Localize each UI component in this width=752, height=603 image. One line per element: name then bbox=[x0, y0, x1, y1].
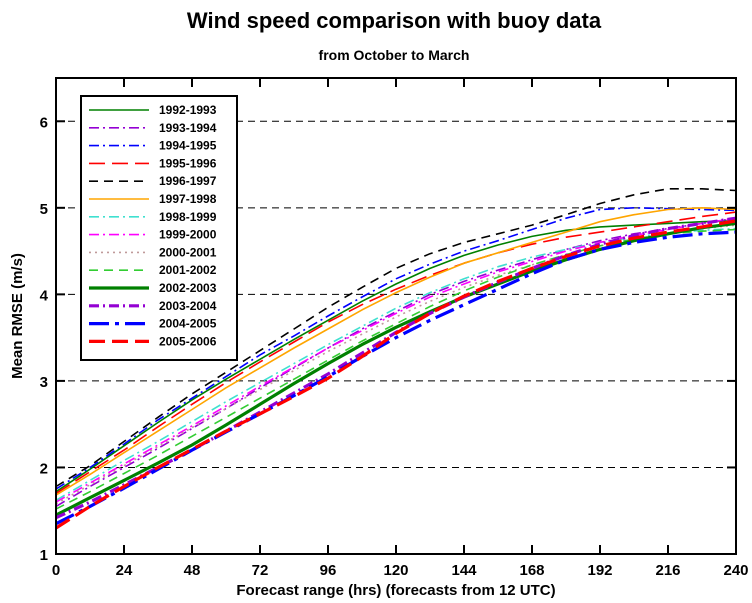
legend-label: 1992-1993 bbox=[159, 103, 217, 117]
y-tick-label: 3 bbox=[40, 374, 48, 391]
x-tick-label: 72 bbox=[252, 562, 269, 579]
series-lines bbox=[55, 188, 737, 530]
series-line bbox=[55, 227, 737, 501]
chart-title: Wind speed comparison with buoy data bbox=[187, 8, 602, 33]
x-tick-label: 144 bbox=[451, 562, 477, 579]
series-line bbox=[55, 220, 737, 493]
x-tick-label: 192 bbox=[587, 562, 612, 579]
legend-label: 1993-1994 bbox=[159, 121, 217, 135]
series-line bbox=[55, 188, 737, 488]
legend-label: 1995-1996 bbox=[159, 156, 217, 170]
series-line bbox=[55, 221, 737, 517]
x-tick-label: 0 bbox=[52, 562, 60, 579]
series-line bbox=[55, 230, 737, 526]
legend-label: 2005-2006 bbox=[159, 334, 217, 348]
series-line bbox=[55, 228, 737, 510]
x-tick-label: 216 bbox=[655, 562, 680, 579]
legend-label: 1994-1995 bbox=[159, 139, 217, 153]
legend-label: 1997-1998 bbox=[159, 192, 217, 206]
legend-box bbox=[80, 95, 238, 361]
y-tick-label: 5 bbox=[40, 201, 48, 218]
x-tick-label: 168 bbox=[519, 562, 544, 579]
x-tick-label: 240 bbox=[723, 562, 748, 579]
legend-label: 2002-2003 bbox=[159, 281, 217, 295]
series-line bbox=[55, 211, 737, 495]
y-tick-label: 6 bbox=[40, 114, 48, 131]
legend-label: 2004-2005 bbox=[159, 317, 217, 331]
legend-label: 1996-1997 bbox=[159, 174, 217, 188]
series-line bbox=[55, 219, 737, 530]
legend-label: 2000-2001 bbox=[159, 245, 217, 259]
legend-label: 1999-2000 bbox=[159, 228, 217, 242]
y-tick-label: 4 bbox=[40, 287, 49, 304]
x-tick-label: 96 bbox=[320, 562, 337, 579]
x-tick-label: 48 bbox=[184, 562, 201, 579]
x-axis-label: Forecast range (hrs) (forecasts from 12 … bbox=[236, 582, 555, 599]
legend-label: 2001-2002 bbox=[159, 263, 217, 277]
series-line bbox=[55, 207, 737, 496]
chart-subtitle: from October to March bbox=[319, 47, 470, 63]
y-tick-label: 2 bbox=[40, 460, 48, 477]
x-tick-label: 24 bbox=[116, 562, 133, 579]
y-tick-label: 1 bbox=[40, 547, 48, 564]
legend-label: 1998-1999 bbox=[159, 210, 217, 224]
axis-ticks: 1 2 3 4 5 6 0 24 48 72 96 120 144 168 192 216 240 bbox=[40, 78, 749, 579]
series-line bbox=[55, 207, 737, 490]
series-line bbox=[55, 217, 737, 503]
legend-label: 2003-2004 bbox=[159, 299, 217, 313]
legend: 1992-1993 1993-1994 1994-1995 1995-1996 1996… bbox=[80, 95, 238, 361]
y-axis-label: Mean RMSE (m/s) bbox=[9, 253, 26, 379]
x-tick-label: 120 bbox=[383, 562, 408, 579]
